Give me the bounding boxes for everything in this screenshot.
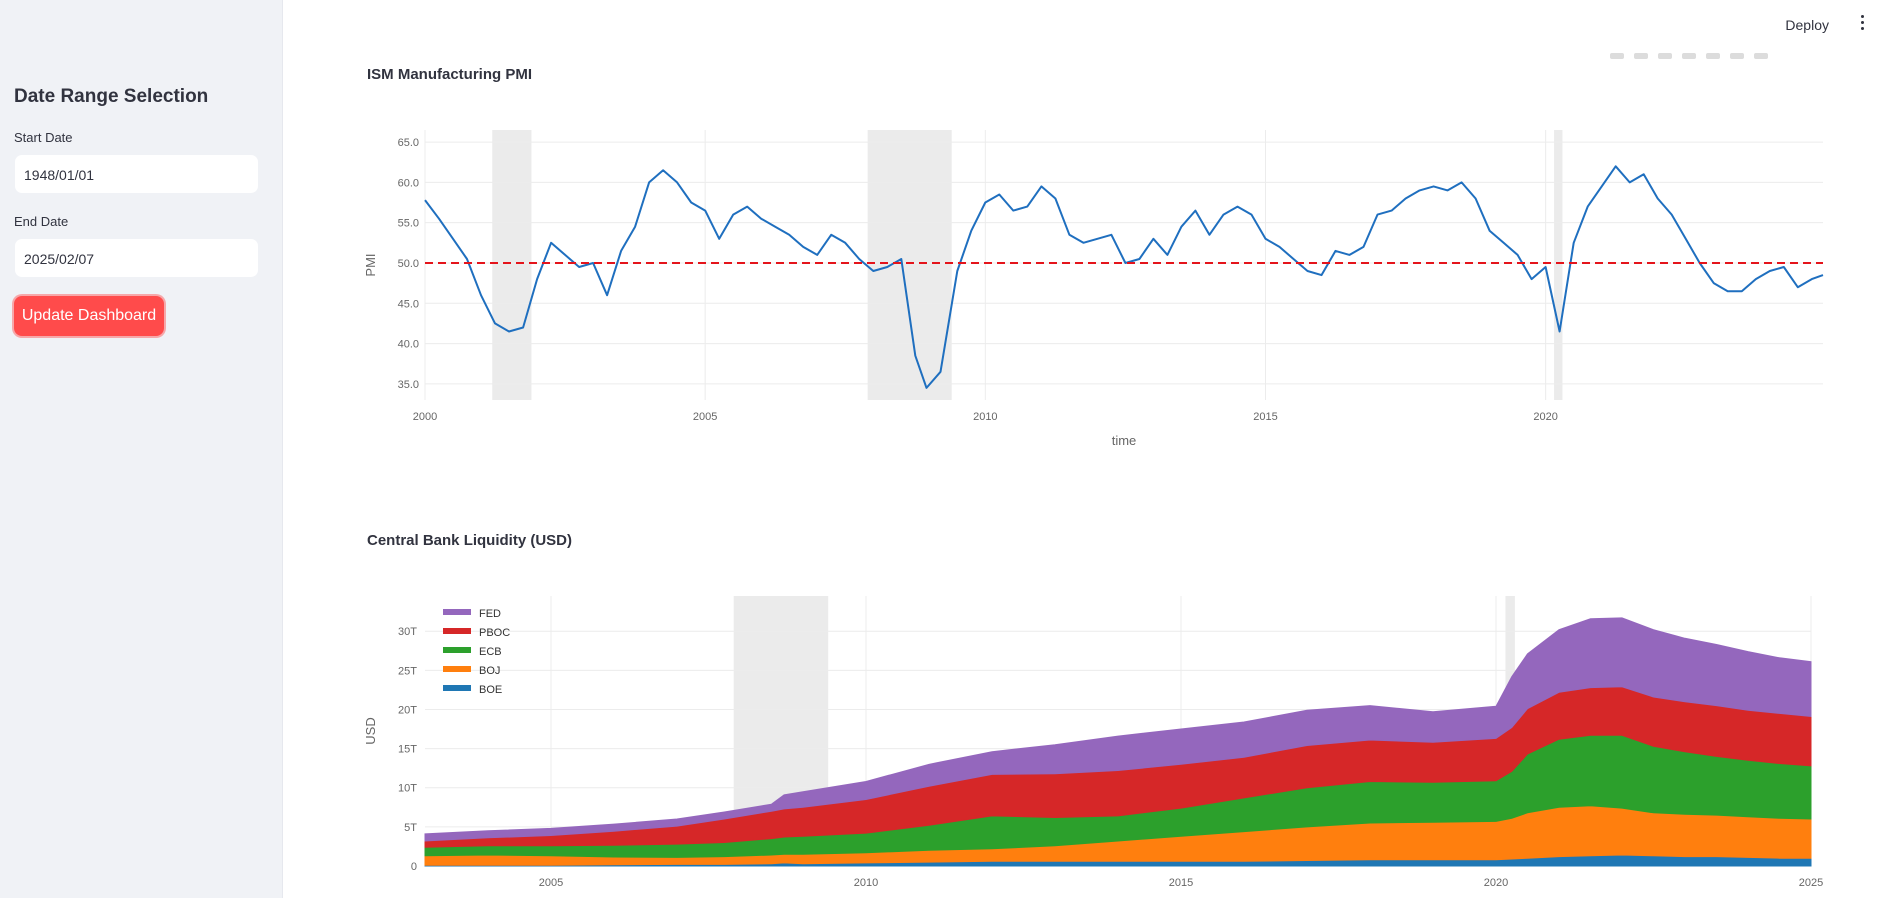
x-tick-label: 2020	[1484, 877, 1508, 889]
legend-swatch-pboc	[443, 628, 471, 634]
liquidity-chart: 0 5T 10T 15T 20T 25T 30T 2005 2010 2015 2020 2025 FE…	[363, 596, 1823, 889]
x-tick-label: 2010	[854, 877, 878, 889]
x-tick-label: 2020	[1533, 411, 1557, 423]
area-fed	[424, 617, 1812, 842]
y-tick-label: 45.0	[398, 298, 419, 310]
end-date-label: End Date	[14, 214, 69, 229]
sidebar-title: Date Range Selection	[14, 86, 209, 107]
legend-label-boj: BOJ	[479, 665, 500, 677]
legend-swatch-boj	[443, 666, 471, 672]
liquidity-chart-title: Central Bank Liquidity (USD)	[367, 532, 573, 549]
y-tick-label: 35.0	[398, 379, 419, 391]
legend-label-pboc: PBOC	[479, 627, 510, 639]
y-axis-label: USD	[363, 717, 378, 744]
x-tick-label: 2025	[1799, 877, 1823, 889]
recession-band	[1554, 130, 1563, 400]
y-tick-label: 30T	[398, 626, 417, 638]
y-tick-label: 65.0	[398, 137, 419, 149]
sidebar: Date Range Selection Start Date 1948/01/…	[0, 0, 283, 898]
x-tick-label: 2005	[539, 877, 563, 889]
y-tick-label: 10T	[398, 783, 417, 795]
y-tick-label: 20T	[398, 704, 417, 716]
x-tick-label: 2005	[693, 411, 717, 423]
x-tick-label: 2015	[1253, 411, 1277, 423]
legend-label-boe: BOE	[479, 684, 502, 696]
deploy-button[interactable]: Deploy	[1785, 17, 1829, 33]
x-tick-label: 2015	[1169, 877, 1193, 889]
recession-band	[492, 130, 532, 400]
legend-label-fed: FED	[479, 608, 501, 620]
chart-toolbar-icons[interactable]	[1610, 46, 1820, 59]
y-axis-label: PMI	[363, 253, 378, 276]
pmi-chart-title: ISM Manufacturing PMI	[367, 66, 532, 83]
x-tick-label: 2010	[973, 411, 997, 423]
end-date-input[interactable]: 2025/02/07	[14, 238, 259, 278]
y-tick-label: 60.0	[398, 177, 419, 189]
legend-label-ecb: ECB	[479, 646, 502, 658]
y-tick-label: 40.0	[398, 339, 419, 351]
y-tick-label: 0	[411, 861, 417, 873]
y-tick-label: 55.0	[398, 218, 419, 230]
y-tick-label: 25T	[398, 665, 417, 677]
recession-band	[867, 130, 952, 400]
legend-swatch-boe	[443, 685, 471, 691]
y-tick-label: 50.0	[398, 258, 419, 270]
pmi-chart: 35.0 40.0 45.0 50.0 55.0 60.0 65.0 2000 2005 2010…	[363, 130, 1824, 448]
start-date-label: Start Date	[14, 130, 73, 145]
top-bar: Deploy	[283, 0, 1887, 52]
pmi-line	[424, 165, 1824, 389]
update-dashboard-button[interactable]: Update Dashboard	[14, 296, 164, 336]
legend-swatch-ecb	[443, 647, 471, 653]
y-tick-label: 15T	[398, 744, 417, 756]
x-axis-label: time	[1112, 433, 1137, 448]
x-tick-label: 2000	[413, 411, 437, 423]
legend-swatch-fed	[443, 609, 471, 615]
y-tick-label: 5T	[404, 822, 417, 834]
start-date-input[interactable]: 1948/01/01	[14, 154, 259, 194]
vertical-dots-icon[interactable]	[1857, 13, 1867, 33]
